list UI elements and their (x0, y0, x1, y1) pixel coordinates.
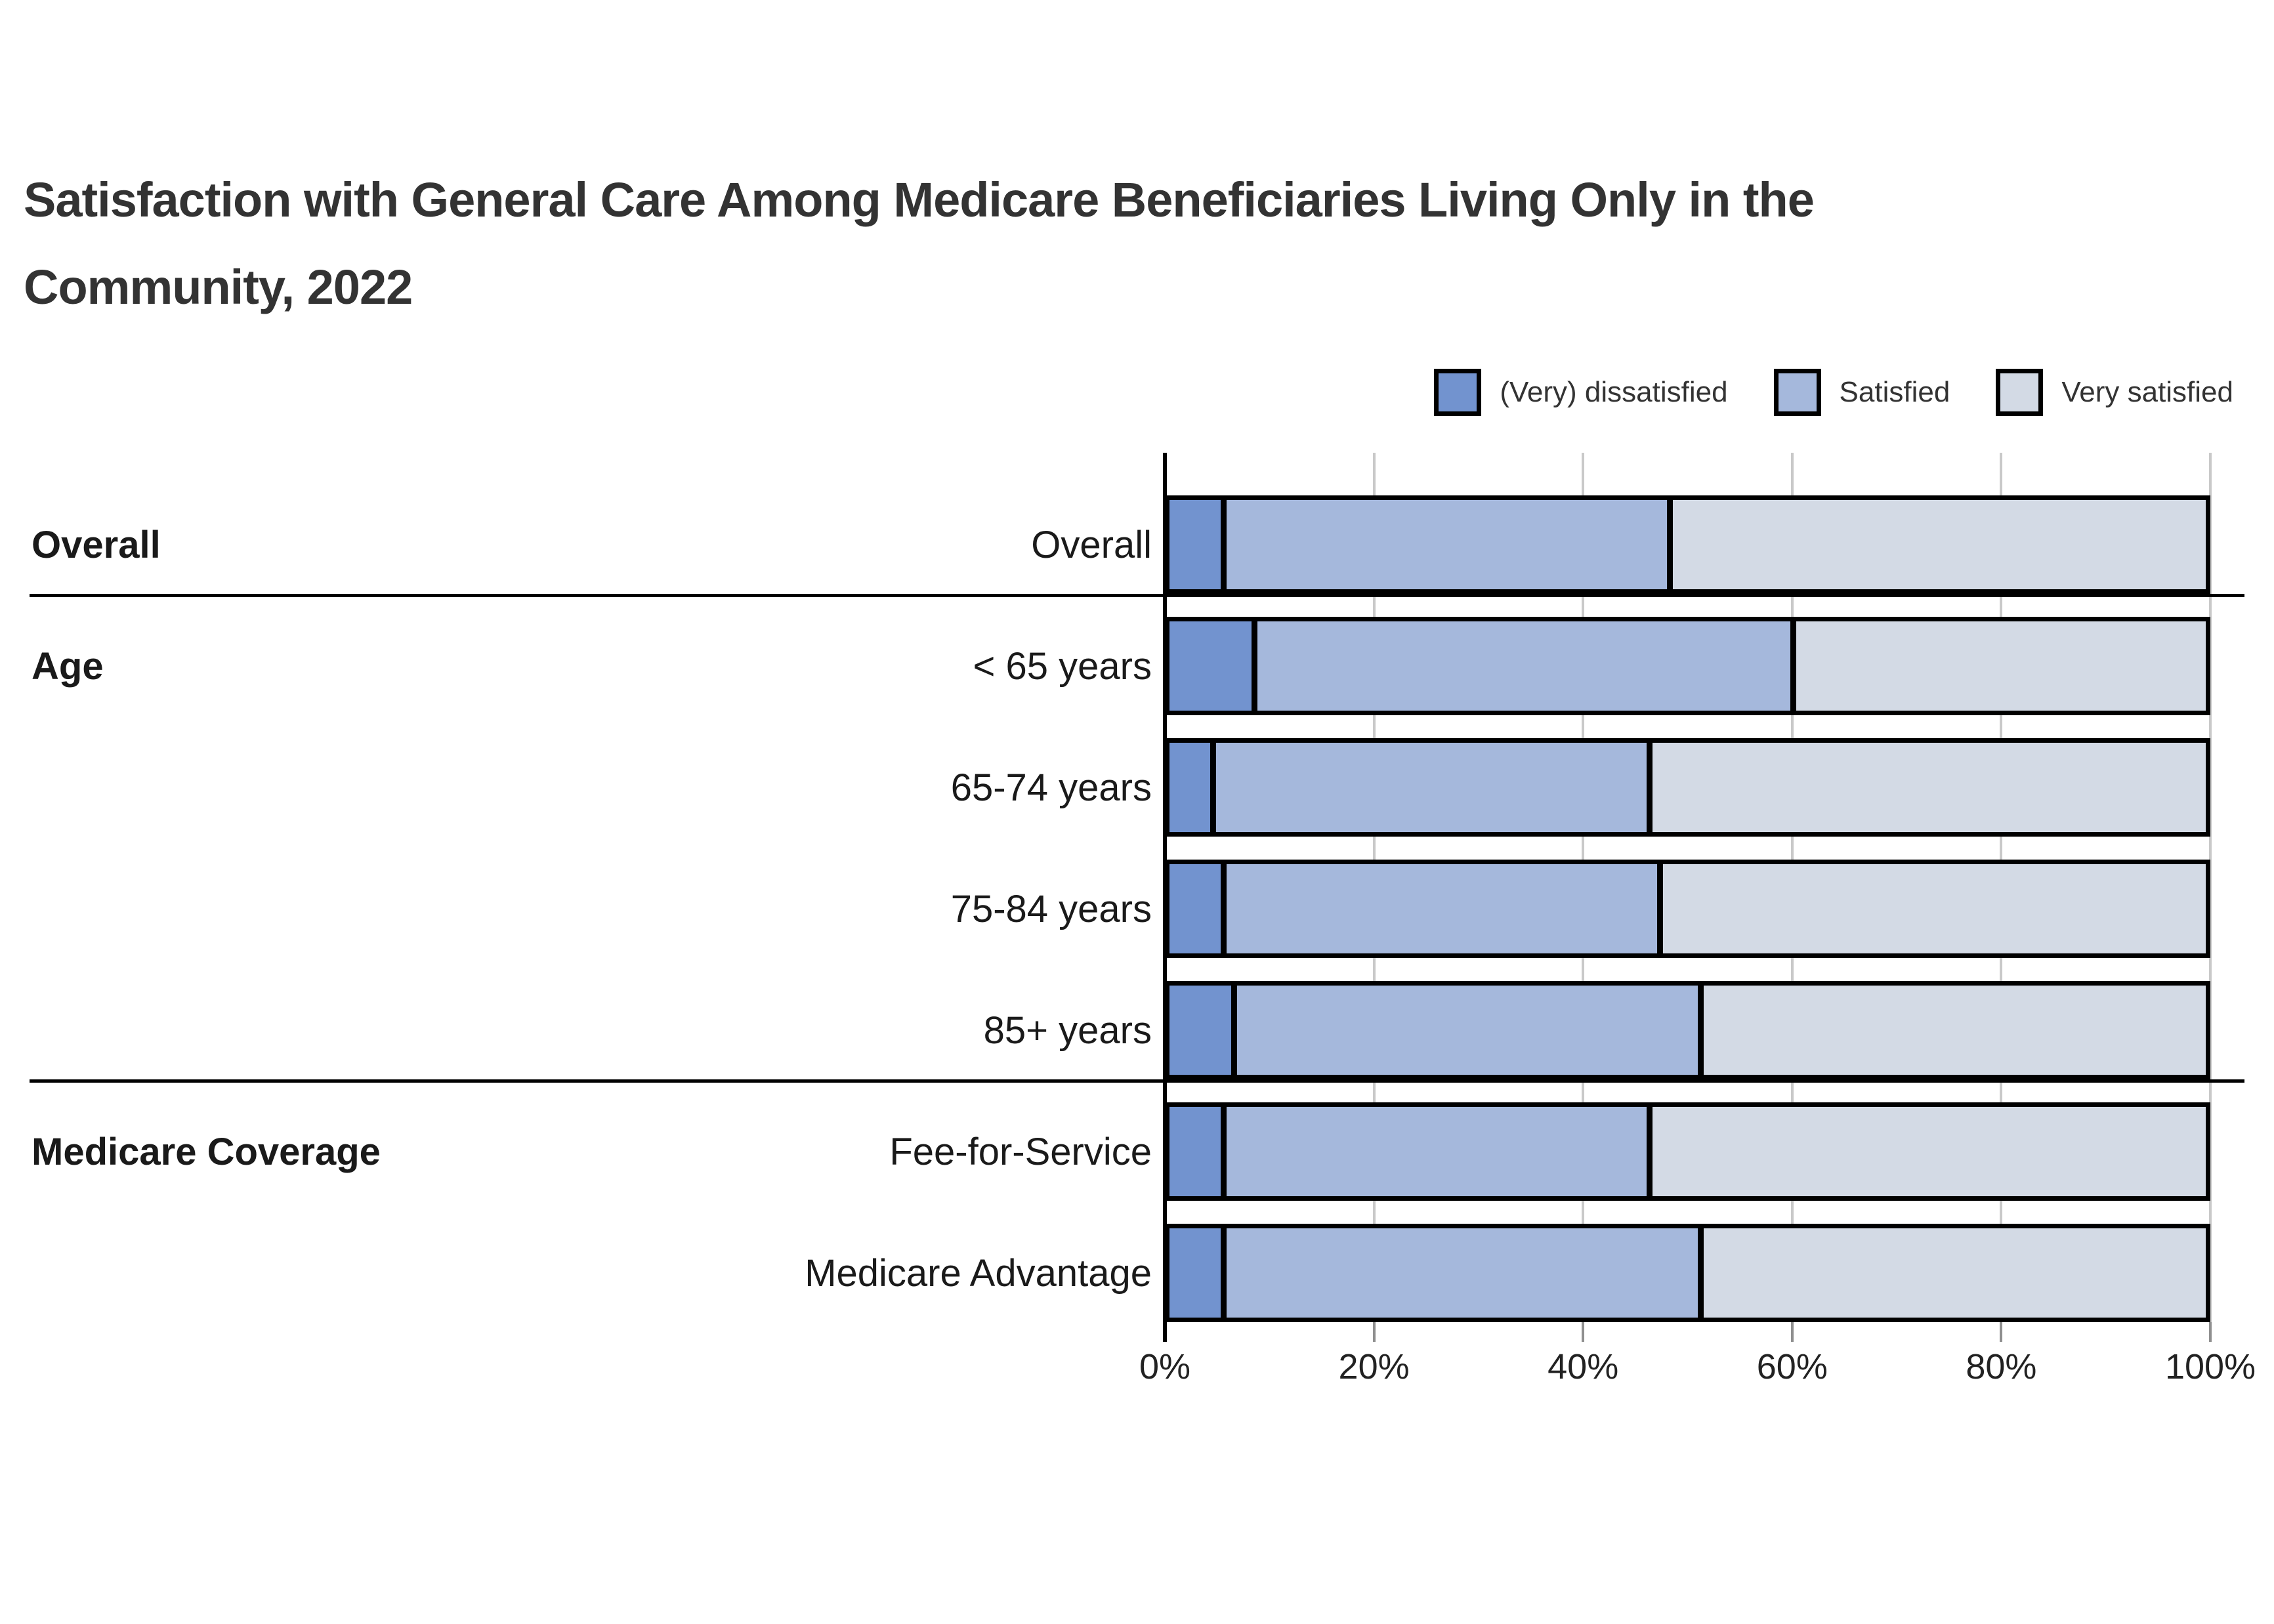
bar-row (1165, 617, 2210, 715)
row-label: 75-84 years (950, 887, 1152, 930)
bar-segment-very-dissatisfied (1169, 743, 1211, 832)
chart-title: Satisfaction with General Care Among Med… (24, 173, 1815, 315)
legend-label: (Very) dissatisfied (1500, 376, 1728, 408)
group-label: Age (32, 644, 104, 688)
bar-row (1165, 738, 2210, 837)
row-label: < 65 years (973, 644, 1152, 688)
bar-row (1165, 1102, 2210, 1201)
bar-segment-very-dissatisfied (1169, 500, 1221, 589)
x-axis-tick-label: 20% (1338, 1347, 1410, 1386)
axis-tick (2209, 1322, 2212, 1342)
legend-swatch-dissatisfied-icon (1434, 369, 1482, 416)
bar-segment-very-satisfied (1647, 743, 2206, 832)
bar-segment-satisfied (1251, 621, 1790, 711)
legend-item-dissatisfied: (Very) dissatisfied (1434, 369, 1728, 416)
row-label: Fee-for-Service (889, 1130, 1152, 1173)
bar-row (1165, 495, 2210, 594)
axis-tick (2000, 1322, 2003, 1342)
axis-tick (1582, 1322, 1585, 1342)
group-separator-line (30, 1079, 2244, 1083)
axis-tick (1790, 1322, 1794, 1342)
bar-segment-very-satisfied (1647, 1107, 2206, 1196)
bar-segment-very-satisfied (1656, 864, 2206, 953)
row-label: Overall (1031, 523, 1152, 566)
x-axis-tick-label: 100% (2164, 1347, 2256, 1386)
group-label: Medicare Coverage (32, 1130, 381, 1173)
bar-segment-very-satisfied (1790, 621, 2206, 711)
row-label: 85+ years (983, 1009, 1152, 1052)
group-separator-line (30, 594, 2244, 597)
legend-label: Satisfied (1839, 376, 1950, 408)
bar-segment-very-satisfied (1698, 986, 2206, 1075)
bar-segment-satisfied (1221, 1107, 1647, 1196)
bar-segment-satisfied (1221, 864, 1657, 953)
bar-segment-very-satisfied (1667, 500, 2206, 589)
legend-label: Very satisfied (2061, 376, 2233, 408)
bar-segment-satisfied (1210, 743, 1647, 832)
bar-row (1165, 981, 2210, 1079)
legend-item-satisfied: Satisfied (1773, 369, 1950, 416)
bar-segment-very-dissatisfied (1169, 864, 1221, 953)
row-label: 65-74 years (950, 766, 1152, 809)
x-axis-tick-label: 80% (1966, 1347, 2037, 1386)
bar-segment-satisfied (1221, 1228, 1698, 1318)
legend-swatch-satisfied-icon (1773, 369, 1821, 416)
legend-item-very-satisfied: Very satisfied (1996, 369, 2233, 416)
group-label: Overall (32, 523, 161, 566)
bar-segment-very-dissatisfied (1169, 1228, 1221, 1318)
bar-row (1165, 1224, 2210, 1322)
x-axis-tick-label: 60% (1756, 1347, 1828, 1386)
bar-segment-satisfied (1231, 986, 1698, 1075)
bar-segment-very-dissatisfied (1169, 621, 1252, 711)
bar-segment-very-dissatisfied (1169, 1107, 1221, 1196)
x-axis-tick-label: 40% (1548, 1347, 1619, 1386)
row-label: Medicare Advantage (805, 1251, 1152, 1295)
bar-segment-very-satisfied (1698, 1228, 2206, 1318)
axis-tick (1372, 1322, 1376, 1342)
x-axis-tick-label: 0% (1139, 1347, 1191, 1386)
legend: (Very) dissatisfied Satisfied Very satis… (1434, 369, 2233, 416)
bar-row (1165, 860, 2210, 958)
grid-line (2209, 453, 2212, 1322)
bar-segment-very-dissatisfied (1169, 986, 1231, 1075)
legend-swatch-very-satisfied-icon (1996, 369, 2044, 416)
bar-segment-satisfied (1221, 500, 1668, 589)
